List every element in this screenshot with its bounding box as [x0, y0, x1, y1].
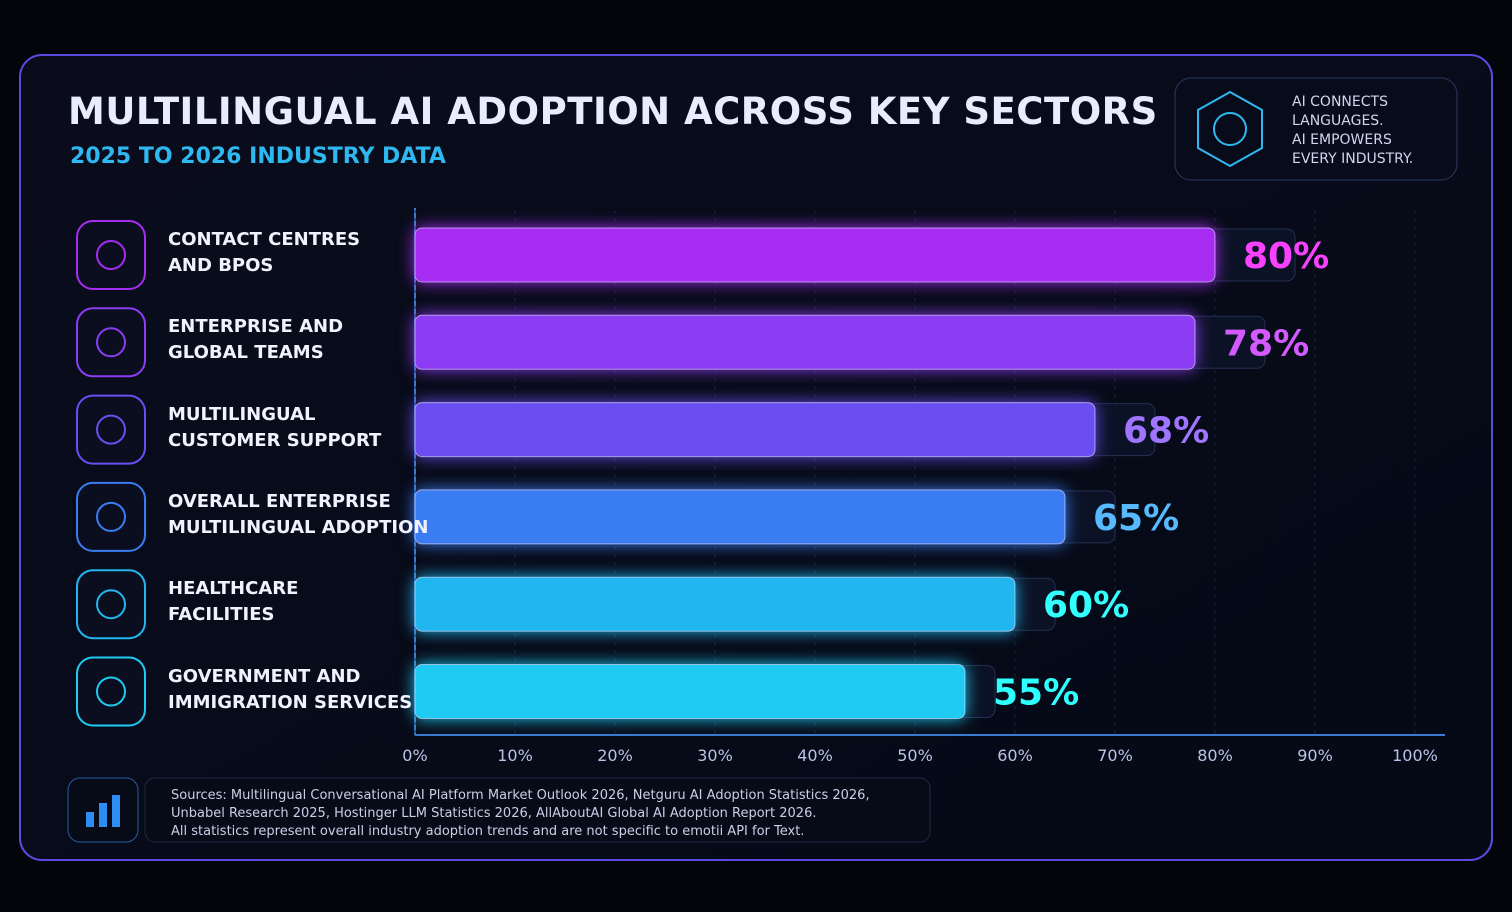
x-tick-label: 20%: [597, 746, 633, 765]
icon: [96, 414, 126, 445]
sources-note: Sources: Multilingual Conversational AI …: [171, 788, 870, 839]
value-label: 65%: [1093, 498, 1179, 539]
x-tick-label: 100%: [1392, 746, 1438, 765]
note-box: [144, 777, 931, 843]
x-tick-label: 60%: [997, 746, 1033, 765]
value-label: 55%: [993, 673, 1079, 714]
chart-title: MULTILINGUAL AI ADOPTION ACROSS KEY SECT…: [68, 90, 1158, 133]
tagline-box: [1174, 77, 1458, 181]
icon: [96, 589, 126, 620]
icon: [96, 327, 126, 358]
bar: [414, 402, 1096, 458]
x-tick-label: 30%: [697, 746, 733, 765]
note-icon: [112, 795, 120, 827]
value-label: 78%: [1223, 323, 1309, 364]
icon: [96, 676, 126, 707]
icon-frame: [76, 307, 146, 378]
icon-frame: [76, 656, 146, 727]
brain-icon: [1213, 112, 1247, 146]
bar: [414, 576, 1016, 632]
chart-subtitle: 2025 TO 2026 INDUSTRY DATA: [70, 144, 446, 169]
brain-icon: [1197, 90, 1263, 168]
value-label: 60%: [1043, 585, 1129, 626]
bar: [414, 489, 1066, 545]
x-tick-label: 10%: [497, 746, 533, 765]
x-tick-label: 0%: [402, 746, 427, 765]
x-tick-label: 50%: [897, 746, 933, 765]
x-tick-label: 90%: [1297, 746, 1333, 765]
icon-frame: [76, 394, 146, 465]
category-label: GOVERNMENT AND IMMIGRATION SERVICES: [168, 665, 413, 713]
icon-frame: [76, 481, 146, 552]
category-label: CONTACT CENTRES AND BPOS: [168, 229, 361, 276]
category-label: MULTILINGUAL CUSTOMER SUPPORT: [168, 403, 382, 451]
icon-frame: [76, 220, 146, 290]
icon: [96, 501, 126, 532]
icon: [96, 240, 126, 270]
tagline: AI CONNECTS LANGUAGES. AI EMPOWERS EVERY…: [1292, 94, 1414, 167]
bar: [414, 664, 966, 719]
value-label: 68%: [1123, 411, 1209, 452]
bar: [414, 227, 1216, 283]
category-label: OVERALL ENTERPRISE MULTILINGUAL ADOPTION: [168, 490, 429, 538]
icon-frame: [76, 569, 146, 640]
x-tick-label: 40%: [797, 746, 833, 765]
note-icon: [86, 812, 94, 827]
x-tick-label: 70%: [1097, 746, 1133, 765]
bar: [414, 314, 1196, 370]
category-label: ENTERPRISE AND GLOBAL TEAMS: [168, 316, 344, 364]
category-label: HEALTHCARE FACILITIES: [168, 578, 299, 626]
value-label: 80%: [1243, 236, 1329, 277]
x-tick-label: 80%: [1197, 746, 1233, 765]
note-icon: [99, 803, 107, 827]
